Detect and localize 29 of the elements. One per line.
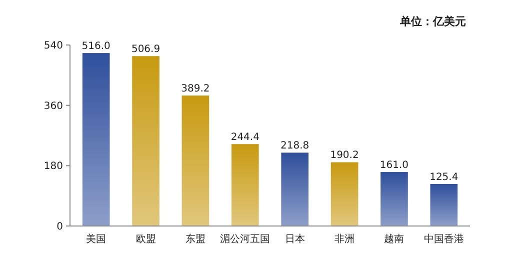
- bar: [330, 162, 358, 226]
- data-label: 244.4: [230, 132, 260, 144]
- bar: [132, 56, 160, 226]
- y-tick-label: 180: [44, 161, 63, 172]
- x-tick-label: 湄公河五国: [220, 233, 270, 245]
- bar: [182, 96, 210, 226]
- bar: [281, 152, 309, 226]
- data-label: 161.0: [380, 160, 409, 172]
- data-label: 190.2: [330, 150, 359, 162]
- bar: [380, 172, 408, 226]
- text: 单位：亿美元: [399, 15, 466, 28]
- x-tick-label: 日本: [284, 233, 305, 245]
- x-tick-label: 欧盟: [136, 233, 156, 245]
- data-label: 516.0: [82, 41, 110, 52]
- bar: [430, 184, 458, 226]
- x-tick-label: 美国: [86, 233, 106, 245]
- y-tick-label: 540: [44, 40, 63, 52]
- x-tick-label: 非洲: [334, 233, 355, 245]
- y-tick-label: 360: [44, 100, 63, 112]
- y-tick-label: 0: [56, 222, 63, 232]
- x-tick-label: 东盟: [185, 233, 206, 245]
- data-label: 125.4: [430, 172, 458, 183]
- data-label: 506.9: [131, 44, 160, 56]
- x-tick-label: 中国香港: [424, 233, 464, 245]
- data-label: 218.8: [280, 140, 310, 152]
- x-tick-label: 越南: [384, 233, 404, 245]
- data-label: 389.2: [181, 84, 210, 95]
- bar: [231, 144, 259, 226]
- bar: [82, 53, 110, 226]
